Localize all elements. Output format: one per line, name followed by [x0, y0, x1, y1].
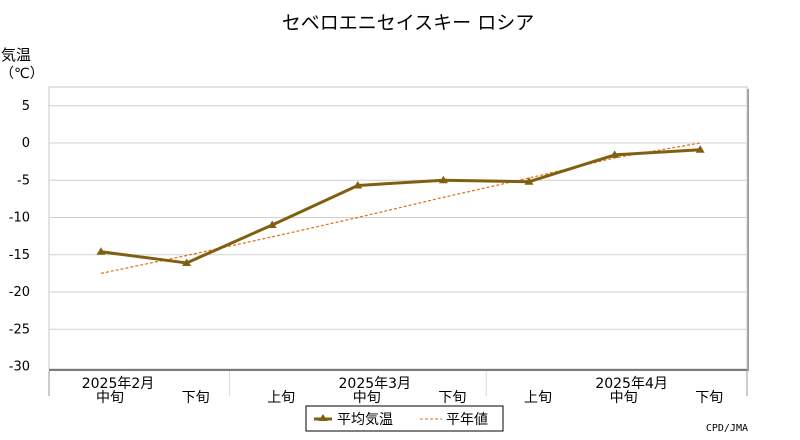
plot-frame	[48, 86, 748, 370]
y-tick-label: -25	[9, 322, 30, 337]
credit: CPD/JMA	[706, 423, 748, 434]
x-tick-label: 中旬	[610, 390, 638, 406]
legend-marker-avg	[318, 414, 328, 421]
y-tick-label: -10	[9, 211, 30, 226]
x-tick-label: 上旬	[524, 390, 552, 406]
data-point	[524, 177, 534, 185]
y-tick-label: -30	[9, 360, 30, 375]
legend-label-normal: 平年値	[446, 412, 488, 428]
data-point	[610, 150, 620, 158]
x-tick-label: 中旬	[353, 390, 381, 406]
x-tick-label: 下旬	[695, 390, 723, 406]
legend-label-avg: 平均気温	[337, 412, 393, 428]
x-tick-label: 下旬	[182, 390, 210, 406]
y-axis-label-line1: 気温	[1, 46, 31, 64]
chart-title: セベロエニセイスキー ロシア	[282, 12, 534, 34]
data-point	[438, 175, 448, 184]
plot-area	[48, 86, 749, 371]
data-point	[96, 247, 106, 255]
grid	[49, 105, 747, 330]
x-axis: 中旬 下旬 上旬 中旬 下旬 上旬 中旬 下旬 2025年2月 2025年3月 2025年4月	[48, 369, 748, 406]
series-line-normal	[100, 142, 701, 274]
x-month-label: 2025年4月	[595, 376, 668, 392]
y-axis-ticks: 5 0 -5 -10 -15 -20 -25 -30	[9, 99, 30, 375]
x-month-label: 2025年2月	[82, 376, 155, 392]
y-tick-label: -20	[9, 285, 30, 300]
data-point	[182, 258, 192, 266]
x-tick-label: 中旬	[96, 390, 124, 406]
y-tick-label: -5	[17, 173, 30, 188]
y-tick-label: 5	[22, 99, 30, 114]
x-tick-label: 上旬	[267, 390, 295, 406]
y-tick-label: 0	[22, 136, 30, 151]
y-axis-label-line2: （℃）	[0, 66, 44, 82]
x-month-label: 2025年3月	[339, 376, 412, 392]
y-tick-label: -15	[9, 248, 30, 263]
data-point	[267, 220, 277, 228]
series-line-avg	[100, 148, 701, 265]
x-axis-line	[49, 369, 747, 371]
data-point	[353, 180, 363, 189]
legend-box	[305, 405, 504, 432]
x-tick-label: 下旬	[438, 390, 466, 406]
legend: 平均気温 平年値	[305, 405, 504, 432]
data-point	[695, 145, 705, 153]
series	[96, 142, 705, 274]
